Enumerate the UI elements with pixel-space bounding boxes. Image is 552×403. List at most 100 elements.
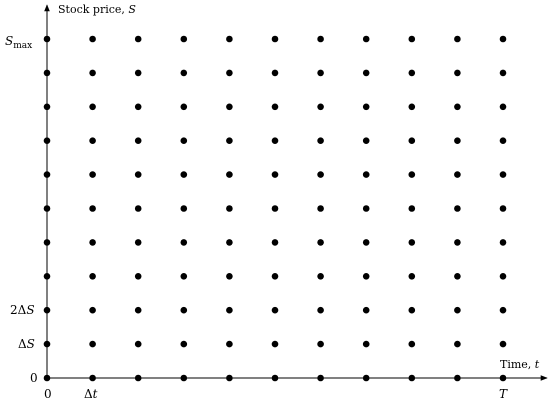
grid-point — [134, 205, 142, 212]
grid-point — [362, 171, 370, 178]
grid-point — [89, 374, 96, 382]
grid-point — [317, 239, 324, 246]
grid-point — [317, 103, 324, 111]
grid-point — [43, 205, 51, 212]
grid-point — [317, 273, 324, 280]
grid-point — [271, 374, 279, 382]
grid-point — [317, 306, 324, 314]
grid-point — [43, 340, 51, 348]
grid-point — [43, 273, 51, 280]
grid-point — [271, 69, 279, 77]
grid-point — [362, 374, 370, 382]
grid-point — [408, 103, 416, 111]
grid-point — [317, 205, 324, 212]
grid-point — [134, 103, 142, 111]
grid-point — [408, 306, 416, 314]
grid-point — [454, 137, 461, 144]
grid-point — [408, 205, 416, 212]
grid-point — [271, 205, 279, 212]
grid-point — [362, 205, 370, 212]
grid-point — [180, 273, 188, 280]
grid-point — [362, 35, 370, 43]
grid-point — [226, 239, 233, 246]
grid-point — [134, 239, 142, 246]
grid-point — [134, 374, 142, 382]
grid-point — [226, 306, 233, 314]
grid-point — [89, 205, 96, 212]
grid-point — [89, 171, 96, 178]
grid-point — [180, 340, 188, 348]
grid-point — [43, 103, 51, 111]
grid-point — [362, 239, 370, 246]
grid-point — [408, 69, 416, 77]
grid-point — [180, 69, 188, 77]
grid-point — [89, 340, 96, 348]
grid-point — [180, 137, 188, 144]
grid-point — [499, 273, 507, 280]
x-label-zero: 0 — [44, 387, 52, 401]
grid-point — [499, 374, 507, 382]
grid-point — [408, 239, 416, 246]
grid-point — [226, 35, 233, 43]
y-label-delta-s: ΔS — [18, 337, 35, 351]
grid-point — [89, 137, 96, 144]
grid-point — [454, 103, 461, 111]
grid-point — [499, 306, 507, 314]
grid-point — [226, 340, 233, 348]
grid-point — [454, 69, 461, 77]
grid-point — [180, 35, 188, 43]
grid-point — [89, 306, 96, 314]
grid-point — [454, 374, 461, 382]
grid-point — [408, 137, 416, 144]
grid-point — [362, 103, 370, 111]
y-label-zero: 0 — [30, 371, 38, 385]
grid-point — [271, 137, 279, 144]
grid-point — [408, 171, 416, 178]
grid-point — [43, 35, 51, 43]
grid-point — [226, 273, 233, 280]
grid-point — [180, 374, 188, 382]
grid-point — [226, 103, 233, 111]
grid-point — [180, 171, 188, 178]
grid-point — [499, 35, 507, 43]
y-label-two-delta-s: 2ΔS — [10, 303, 35, 317]
grid-point — [362, 273, 370, 280]
y-label-smax: Smax — [5, 34, 32, 51]
grid-point — [317, 374, 324, 382]
grid-point — [499, 103, 507, 111]
grid-point — [499, 137, 507, 144]
grid-point — [226, 374, 233, 382]
grid-points — [43, 35, 507, 382]
grid-point — [89, 273, 96, 280]
grid-point — [180, 306, 188, 314]
grid-point — [317, 137, 324, 144]
grid-point — [408, 374, 416, 382]
grid-point — [499, 69, 507, 77]
grid-point — [317, 35, 324, 43]
grid-point — [180, 205, 188, 212]
grid-point — [43, 137, 51, 144]
grid-point — [43, 171, 51, 178]
grid-point — [499, 239, 507, 246]
grid-point — [317, 171, 324, 178]
grid-point — [89, 103, 96, 111]
grid-point — [89, 239, 96, 246]
grid-point — [226, 205, 233, 212]
grid-point — [408, 35, 416, 43]
grid-point — [362, 306, 370, 314]
x-axis-title: Time, t — [500, 358, 540, 371]
grid-point — [271, 171, 279, 178]
grid-point — [454, 35, 461, 43]
grid-point — [454, 273, 461, 280]
grid-point — [271, 340, 279, 348]
grid-point — [454, 171, 461, 178]
grid-point — [134, 171, 142, 178]
grid-point — [408, 273, 416, 280]
grid-point — [454, 340, 461, 348]
grid-point — [180, 239, 188, 246]
grid-point — [454, 205, 461, 212]
grid-point — [134, 69, 142, 77]
grid-point — [134, 306, 142, 314]
grid-point — [499, 205, 507, 212]
grid-point — [317, 340, 324, 348]
